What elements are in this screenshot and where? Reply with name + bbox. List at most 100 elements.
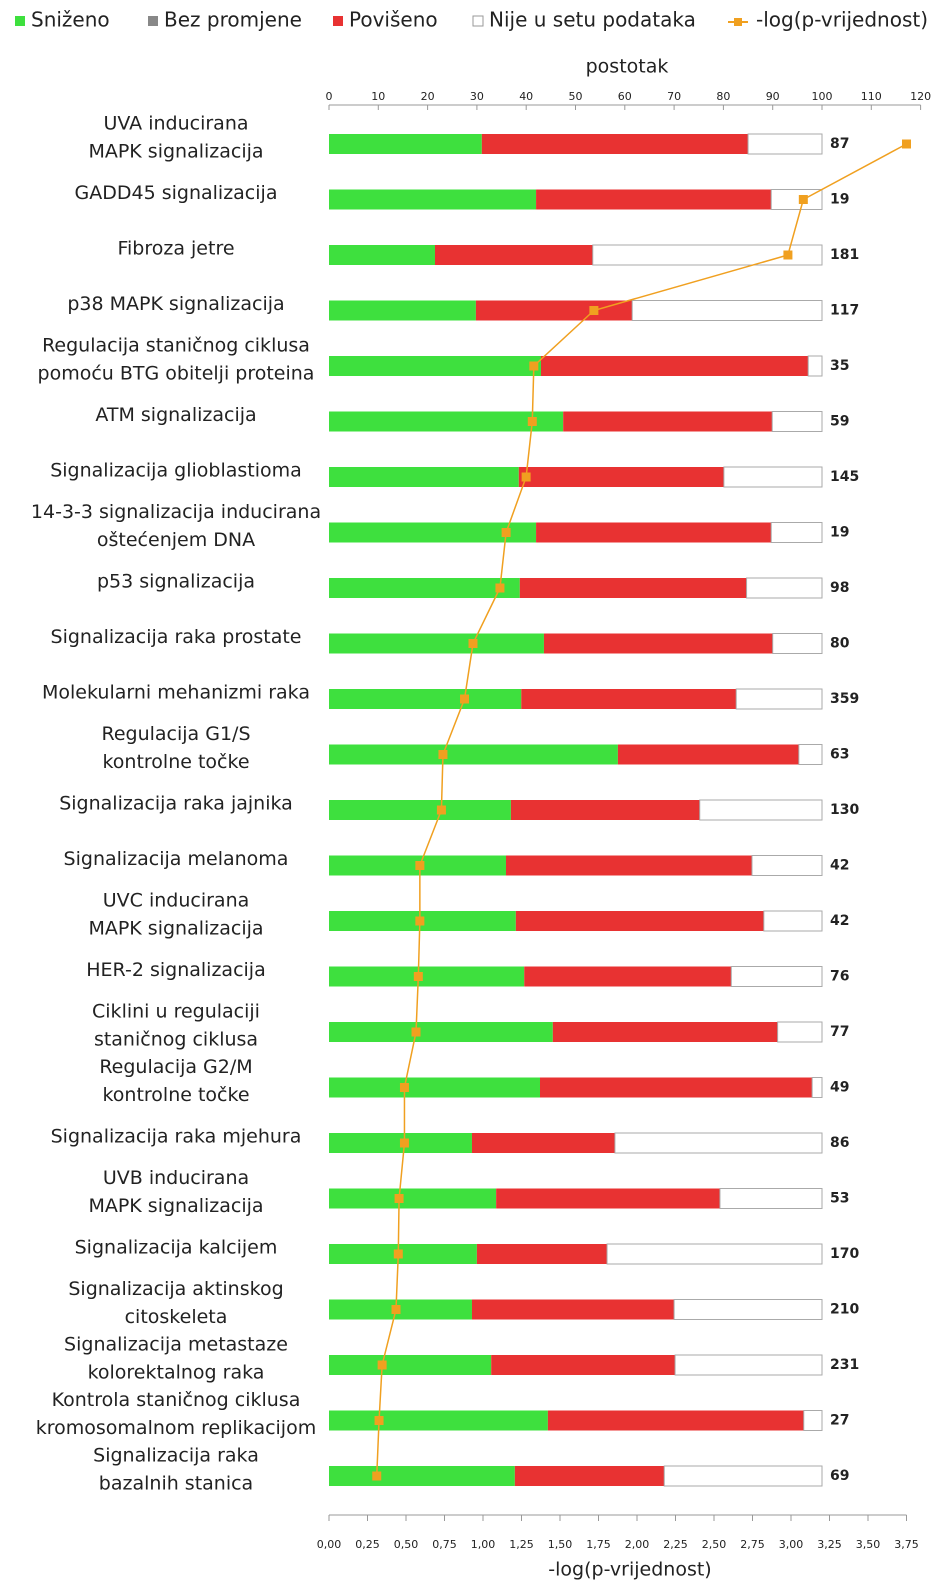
- line-marker: [399, 1138, 409, 1148]
- bar-segment: [663, 1465, 823, 1487]
- bar-segment: [763, 910, 823, 932]
- category-label: Signalizacija raka jajnika: [59, 793, 293, 815]
- total-label: 42: [830, 913, 849, 929]
- bar-segment: [723, 466, 823, 488]
- legend-label: Bez promjene: [164, 8, 302, 32]
- bar-segment: [329, 300, 476, 321]
- legend-swatch: [15, 16, 25, 26]
- bar-segment: [771, 411, 823, 432]
- total-label: 86: [830, 1135, 849, 1151]
- bar-segment: [536, 522, 772, 543]
- bar-segment: [592, 244, 823, 266]
- legend-swatch: [148, 16, 158, 26]
- bar-segment: [505, 855, 752, 876]
- category-label: kromosomalnom replikacijom: [36, 1417, 316, 1439]
- x2-tick-label: 3,25: [817, 1538, 842, 1551]
- bar-segment: [329, 744, 618, 765]
- category-label: Regulacija staničnog ciklusa: [42, 335, 310, 357]
- legend-swatch: [472, 15, 484, 27]
- category-label: UVA inducirana: [103, 113, 248, 135]
- category-label: citoskeleta: [125, 1306, 228, 1328]
- bar-segment: [329, 800, 511, 820]
- bar-segment: [329, 411, 564, 432]
- line-marker: [783, 250, 793, 260]
- bar-segment: [798, 744, 823, 765]
- category-label: MAPK signalizacija: [88, 918, 263, 940]
- category-label: Signalizacija raka prostate: [51, 626, 302, 648]
- category-label: UVC inducirana: [103, 890, 250, 912]
- category-label: ATM signalizacija: [95, 404, 256, 426]
- total-label: 69: [830, 1468, 849, 1484]
- bar-segment: [746, 577, 823, 599]
- line-marker: [391, 1305, 401, 1314]
- x-tick-label: 30: [470, 90, 484, 103]
- category-label: kontrolne točke: [102, 751, 249, 773]
- legend-marker: [734, 18, 742, 26]
- x2-tick-label: 2,75: [740, 1538, 765, 1551]
- bar-segment: [735, 688, 823, 710]
- x2-tick-label: 1,75: [586, 1538, 611, 1551]
- category-label: Signalizacija metastaze: [64, 1334, 288, 1356]
- line-marker: [521, 472, 531, 482]
- bar-segment: [547, 1410, 804, 1431]
- category-label: bazalnih stanica: [99, 1473, 253, 1495]
- bar-segment: [329, 356, 541, 376]
- legend-label: Sniženo: [31, 8, 110, 32]
- line-marker: [501, 528, 511, 537]
- total-label: 87: [830, 136, 849, 152]
- x-tick-label: 110: [861, 90, 882, 103]
- bar-segment: [475, 300, 633, 321]
- bar-segment: [329, 1188, 497, 1209]
- total-label: 170: [830, 1246, 859, 1262]
- bar-segment: [751, 855, 823, 876]
- line-marker: [589, 306, 599, 315]
- total-label: 210: [830, 1302, 859, 1318]
- x2-tick-label: 2,00: [625, 1538, 650, 1551]
- x2-axis-title: -log(p-vrijednost): [548, 1559, 711, 1581]
- bar-segment: [329, 1410, 548, 1431]
- bar-segment: [770, 522, 823, 543]
- x-tick-label: 120: [910, 90, 931, 103]
- bar-segment: [772, 633, 823, 654]
- bar-segment: [491, 1355, 676, 1375]
- legend-label: Nije u setu podataka: [489, 8, 696, 32]
- bar-segment: [329, 134, 482, 154]
- legend-label: Povišeno: [349, 8, 438, 32]
- category-label: Signalizacija melanoma: [64, 848, 289, 870]
- category-label: kolorektalnog raka: [88, 1362, 265, 1384]
- category-label: Signalizacija raka mjehura: [51, 1126, 302, 1148]
- bar-segment: [747, 133, 823, 155]
- category-label: Signalizacija kalcijem: [75, 1237, 278, 1259]
- bar-segment: [803, 1410, 823, 1431]
- bar-segment: [329, 578, 520, 598]
- category-label: staničnog ciklusa: [94, 1029, 258, 1051]
- x-tick-label: 70: [667, 90, 681, 103]
- x-axis-title: postotak: [586, 56, 669, 78]
- bar-segment: [563, 411, 773, 432]
- x-tick-label: 40: [519, 90, 533, 103]
- line-marker: [372, 1471, 382, 1481]
- bar-segment: [673, 1299, 823, 1320]
- total-label: 181: [830, 247, 859, 263]
- category-label: oštećenjem DNA: [97, 529, 255, 551]
- category-label: MAPK signalizacija: [88, 141, 263, 163]
- category-label: Regulacija G2/M: [99, 1056, 252, 1078]
- bar-segment: [329, 522, 537, 543]
- line-marker: [527, 417, 537, 426]
- x-tick-label: 10: [371, 90, 385, 103]
- line-marker: [413, 972, 423, 981]
- line-marker: [415, 916, 425, 926]
- x2-tick-label: 0,50: [394, 1538, 419, 1551]
- line-marker: [393, 1249, 403, 1259]
- bar-segment: [631, 300, 823, 321]
- line-marker: [374, 1416, 384, 1425]
- category-label: Fibroza jetre: [117, 238, 234, 260]
- x2-tick-label: 2,50: [702, 1538, 727, 1551]
- bar-segment: [481, 134, 749, 154]
- bar-segment: [699, 799, 823, 821]
- total-label: 59: [830, 414, 849, 430]
- line-marker: [495, 583, 505, 593]
- bar-segment: [329, 1355, 492, 1375]
